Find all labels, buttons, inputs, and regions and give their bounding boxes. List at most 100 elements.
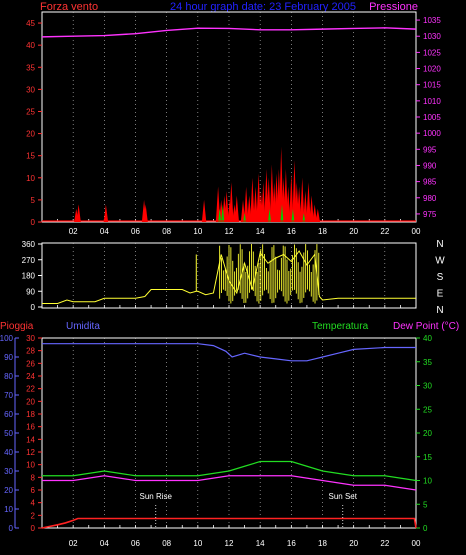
x-tick-label: 20 [349,539,358,548]
rain-tick-label: 22 [26,385,35,394]
dew-point-label: Dew Point (°C) [393,321,459,332]
rain-humidity-temp-plot [41,337,417,529]
temperature-line [42,460,417,482]
humidity-tick-label: 20 [4,486,13,495]
temp-tick-label: 30 [423,382,432,391]
wind-spike [306,182,311,222]
temperature-label: Temperatura [312,321,369,332]
rain-tick-label: 0 [31,524,36,533]
y-right-tick-label: 990 [423,161,437,170]
wind-spike [289,173,294,222]
wind-spike [229,182,234,222]
x-tick-label: 10 [193,539,202,548]
wind-spike [234,195,239,222]
wind-spike [286,186,291,222]
wind-spike [303,191,308,222]
wind-spike [300,177,305,222]
y-right-tick-label: 995 [423,145,437,154]
y-left-tick-label: 0 [31,218,36,227]
x-tick-label: 12 [225,539,234,548]
humidity-tick-label: 80 [4,372,13,381]
gust-spike [221,204,225,222]
x-tick-label: 12 [225,227,234,236]
x-tick-label: 16 [287,539,296,548]
temp-tick-label: 35 [423,358,432,367]
y-left-tick-label: 40 [26,41,35,50]
x-tick-label: 10 [193,227,202,236]
humidity-tick-label: 90 [4,353,13,362]
x-tick-label: 14 [256,539,265,548]
temp-tick-label: 15 [423,453,432,462]
rain-tick-label: 24 [26,372,35,381]
rain-tick-label: 10 [26,461,35,470]
humidity-tick-label: 100 [0,334,14,343]
rain-tick-label: 28 [26,347,35,356]
dew-point-line [42,475,417,491]
y-right-tick-label: 985 [423,178,437,187]
y-right-tick-label: 975 [423,210,437,219]
humidity-tick-label: 10 [4,505,13,514]
y-right-tick-label: 1030 [423,32,441,41]
y-right-tick-label: 1000 [423,129,441,138]
compass-label: N [436,305,443,316]
rain-tick-label: 20 [26,397,35,406]
y-right-tick-label: 1005 [423,113,441,122]
pressure-line [41,27,417,38]
temp-tick-label: 25 [423,405,432,414]
wind-spike [253,186,258,222]
wind-spike [201,199,207,222]
y-right-tick-label: 1010 [423,97,441,106]
humidity-tick-label: 30 [4,467,13,476]
x-tick-label: 18 [318,227,327,236]
x-tick-label: 22 [380,539,389,548]
x-tick-label: 08 [162,539,171,548]
x-tick-label: 00 [412,539,421,548]
x-tick-label: 00 [412,227,421,236]
wind-spike [76,204,81,222]
rain-label: Pioggia [0,321,34,332]
y-right-tick-label: 1015 [423,81,441,90]
rain-tick-label: 30 [26,334,35,343]
rain-tick-label: 6 [31,486,36,495]
sun-marker-label: Sun Set [329,492,358,501]
header-right-label: Pressione [369,1,418,13]
x-tick-label: 18 [318,539,327,548]
wind-spike [250,177,255,222]
y-right-tick-label: 1035 [423,16,441,25]
y-left-tick-label: 10 [26,174,35,183]
sun-marker-label: Sun Rise [140,492,173,501]
temp-tick-label: 20 [423,429,432,438]
wind-spike [296,186,302,222]
rain-tick-label: 4 [31,499,36,508]
dir-tick-label: 360 [22,240,36,249]
y-left-tick-label: 35 [26,63,35,72]
x-tick-label: 06 [131,227,140,236]
x-tick-label: 16 [287,227,296,236]
gust-spike [291,208,295,222]
rain-tick-label: 18 [26,410,35,419]
compass-label: E [437,289,444,300]
header-left-label: Forza vento [40,1,98,13]
gust-spike [280,204,284,222]
x-tick-label: 04 [100,539,109,548]
temp-tick-label: 10 [423,477,432,486]
y-left-tick-label: 45 [26,19,35,28]
wind-spike [309,195,314,222]
dir-tick-label: 0 [31,303,36,312]
rain-line [41,517,417,529]
header-title: 24 hour graph date: 23 February 2005 [170,1,356,13]
dir-tick-label: 90 [26,287,35,296]
gust-spike [243,213,247,222]
humidity-tick-label: 70 [4,391,13,400]
rain-tick-label: 26 [26,359,35,368]
wind-spike [266,177,271,222]
x-tick-label: 04 [100,227,109,236]
wind-spike [312,204,317,222]
humidity-label: Umidita [66,321,100,332]
y-left-tick-label: 15 [26,152,35,161]
rain-tick-label: 12 [26,448,35,457]
compass-label: W [435,256,445,267]
y-right-tick-label: 1020 [423,65,441,74]
x-tick-label: 02 [69,227,78,236]
